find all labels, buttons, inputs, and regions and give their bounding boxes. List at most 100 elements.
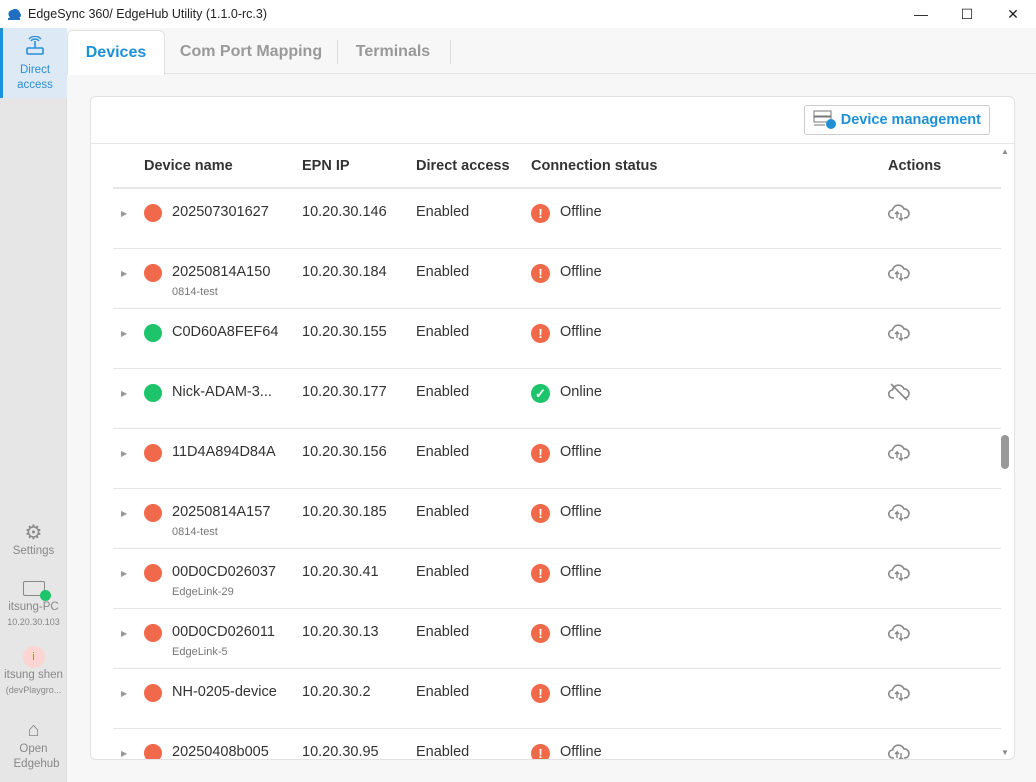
expand-caret-icon[interactable]: ▶ xyxy=(121,269,128,278)
connection-status: Offline xyxy=(560,624,602,640)
direct-access: Enabled xyxy=(416,384,470,400)
tab-terminals[interactable]: Terminals xyxy=(355,43,431,60)
connection-status: Offline xyxy=(560,744,602,760)
user-name: itsung shen xyxy=(4,669,63,681)
pc-name: itsung-PC xyxy=(8,601,59,613)
col-connection-status[interactable]: Connection status xyxy=(531,158,658,174)
scrollbar-thumb[interactable] xyxy=(1001,435,1009,469)
col-device-name[interactable]: Device name xyxy=(144,158,233,174)
device-name: C0D60A8FEF64 xyxy=(172,324,279,340)
table-row[interactable]: ▶ 20250814A150 0814-test 10.20.30.184 En… xyxy=(113,249,1001,309)
expand-caret-icon[interactable]: ▶ xyxy=(121,629,128,638)
epn-ip: 10.20.30.156 xyxy=(302,444,387,460)
offline-alert-icon: ! xyxy=(531,204,550,223)
device-status-dot xyxy=(144,504,162,522)
cloud-sync-icon[interactable] xyxy=(887,201,911,223)
device-management-button[interactable]: Device management xyxy=(803,105,990,135)
sidebar-item-direct-access[interactable]: Direct access xyxy=(0,28,67,98)
cloud-off-icon[interactable] xyxy=(887,381,911,403)
server-share-icon xyxy=(813,110,836,129)
connection-status: Offline xyxy=(560,444,602,460)
epn-ip: 10.20.30.177 xyxy=(302,384,387,400)
epn-ip: 10.20.30.155 xyxy=(302,324,387,340)
offline-alert-icon: ! xyxy=(531,564,550,583)
divider xyxy=(91,143,1014,144)
table-row[interactable]: ▶ 00D0CD026011 EdgeLink-5 10.20.30.13 En… xyxy=(113,609,1001,669)
cloud-sync-icon[interactable] xyxy=(887,321,911,343)
direct-access: Enabled xyxy=(416,564,470,580)
expand-caret-icon[interactable]: ▶ xyxy=(121,389,128,398)
table-row[interactable]: ▶ 00D0CD026037 EdgeLink-29 10.20.30.41 E… xyxy=(113,549,1001,609)
epn-ip: 10.20.30.185 xyxy=(302,504,387,520)
device-status-dot xyxy=(144,624,162,642)
expand-caret-icon[interactable]: ▶ xyxy=(121,509,128,518)
epn-ip: 10.20.30.146 xyxy=(302,204,387,220)
user-org: (devPlaygro... xyxy=(5,685,62,695)
table-row[interactable]: ▶ 20250814A157 0814-test 10.20.30.185 En… xyxy=(113,489,1001,549)
tab-com-port-mapping[interactable]: Com Port Mapping xyxy=(179,43,323,60)
cloud-sync-icon[interactable] xyxy=(887,681,911,703)
scrollbar[interactable]: ▲ ▼ xyxy=(998,143,1012,759)
device-status-dot xyxy=(144,264,162,282)
tab-divider xyxy=(450,40,451,64)
sidebar-item-pc[interactable]: itsung-PC 10.20.30.103 xyxy=(0,578,67,630)
expand-caret-icon[interactable]: ▶ xyxy=(121,749,128,758)
table-row[interactable]: ▶ C0D60A8FEF64 10.20.30.155 Enabled ! Of… xyxy=(113,309,1001,369)
cloud-sync-icon[interactable] xyxy=(887,621,911,643)
device-subtitle: 0814-test xyxy=(172,286,218,298)
table-row[interactable]: ▶ NH-0205-device 10.20.30.2 Enabled ! Of… xyxy=(113,669,1001,729)
window-title: EdgeSync 360/ EdgeHub Utility (1.1.0-rc.… xyxy=(28,7,268,21)
cloud-sync-icon[interactable] xyxy=(887,441,911,463)
table-row[interactable]: ▶ 11D4A894D84A 10.20.30.156 Enabled ! Of… xyxy=(113,429,1001,489)
cloud-sync-icon[interactable] xyxy=(887,561,911,583)
monitor-check-icon xyxy=(22,581,51,601)
scroll-up-icon[interactable]: ▲ xyxy=(1001,147,1009,156)
device-name: 20250814A157 xyxy=(172,504,271,520)
direct-access: Enabled xyxy=(416,204,470,220)
direct-access: Enabled xyxy=(416,324,470,340)
expand-caret-icon[interactable]: ▶ xyxy=(121,449,128,458)
close-button[interactable]: ✕ xyxy=(1007,5,1019,22)
col-direct-access[interactable]: Direct access xyxy=(416,158,510,174)
direct-access: Enabled xyxy=(416,684,470,700)
table-row[interactable]: ▶ Nick-ADAM-3... 10.20.30.177 Enabled ✓ … xyxy=(113,369,1001,429)
device-name: 202507301627 xyxy=(172,204,269,220)
expand-caret-icon[interactable]: ▶ xyxy=(121,209,128,218)
offline-alert-icon: ! xyxy=(531,684,550,703)
device-name: NH-0205-device xyxy=(172,684,277,700)
device-status-dot xyxy=(144,324,162,342)
title-bar: EdgeSync 360/ EdgeHub Utility (1.1.0-rc.… xyxy=(0,0,1036,28)
cloud-sync-icon[interactable] xyxy=(887,741,911,760)
epn-ip: 10.20.30.41 xyxy=(302,564,379,580)
connection-status: Offline xyxy=(560,564,602,580)
connection-status: Offline xyxy=(560,504,602,520)
maximize-button[interactable]: ☐ xyxy=(960,5,974,22)
connection-status: Offline xyxy=(560,204,602,220)
table-header: Device name EPN IP Direct access Connect… xyxy=(113,143,1001,189)
expand-caret-icon[interactable]: ▶ xyxy=(121,569,128,578)
expand-caret-icon[interactable]: ▶ xyxy=(121,329,128,338)
scroll-down-icon[interactable]: ▼ xyxy=(1001,748,1009,757)
sidebar-item-open-edgehub[interactable]: ⌂ Open Edgehub xyxy=(0,718,67,772)
cloud-sync-icon[interactable] xyxy=(887,261,911,283)
epn-ip: 10.20.30.95 xyxy=(302,744,379,760)
sidebar-item-settings[interactable]: ⚙ Settings xyxy=(0,522,67,559)
sidebar-item-user[interactable]: i itsung shen (devPlaygro... xyxy=(0,646,67,698)
connection-status: Online xyxy=(560,384,602,400)
expand-caret-icon[interactable]: ▶ xyxy=(121,689,128,698)
cloud-sync-icon[interactable] xyxy=(887,501,911,523)
col-epn-ip[interactable]: EPN IP xyxy=(302,158,350,174)
col-actions: Actions xyxy=(888,158,942,174)
table-row[interactable]: ▶ 202507301627 10.20.30.146 Enabled ! Of… xyxy=(113,189,1001,249)
tab-divider xyxy=(337,40,338,64)
epn-ip: 10.20.30.184 xyxy=(302,264,387,280)
app-logo-icon xyxy=(8,8,21,20)
direct-access: Enabled xyxy=(416,744,470,760)
device-name: 00D0CD026011 xyxy=(172,624,275,640)
offline-alert-icon: ! xyxy=(531,744,550,759)
device-status-dot xyxy=(144,384,162,402)
tab-devices[interactable]: Devices xyxy=(67,30,165,75)
table-row[interactable]: ▶ 20250408b005 10.20.30.95 Enabled ! Off… xyxy=(113,729,1001,760)
home-share-icon: ⌂ xyxy=(27,719,40,741)
minimize-button[interactable]: — xyxy=(914,6,928,22)
